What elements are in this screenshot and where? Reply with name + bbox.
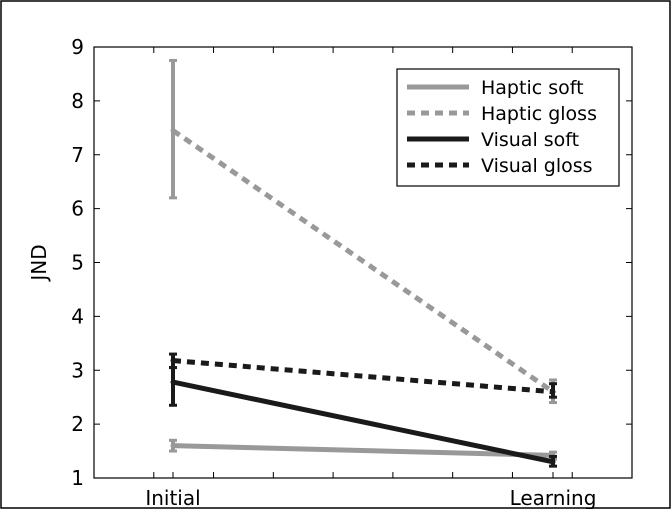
y-tick-label: 4 [71,304,84,328]
y-tick-label: 8 [71,89,84,113]
series-line-haptic-gloss [171,128,555,394]
legend-label-haptic-soft: Haptic soft [481,77,584,99]
y-tick-label: 9 [71,35,84,59]
y-axis-label: JND [27,244,51,282]
y-tick-label: 2 [71,412,84,436]
x-tick-label-learning: Learning [510,486,597,509]
series-line-haptic-soft [172,443,554,458]
legend-label-haptic-gloss: Haptic gloss [481,103,597,125]
legend-label-visual-soft: Visual soft [481,129,579,151]
x-tick-label-initial: Initial [145,486,200,509]
data-point-haptic-gloss [170,128,176,134]
series-haptic-gloss [169,58,557,405]
series-visual-gloss [169,352,557,399]
data-point-visual-gloss [170,358,176,364]
legend-label-visual-gloss: Visual gloss [481,155,593,177]
y-tick-label: 5 [71,251,84,275]
y-tick-label: 1 [71,466,84,490]
y-tick-label: 3 [71,358,84,382]
series-line-visual-soft [172,379,554,465]
y-tick-label: 7 [71,143,84,167]
data-point-visual-soft [170,379,176,385]
data-point-haptic-soft [170,443,176,449]
y-tick-label: 6 [71,197,84,221]
data-point-visual-gloss [550,389,556,395]
data-point-visual-soft [550,459,556,465]
series-line-visual-gloss [172,358,554,395]
